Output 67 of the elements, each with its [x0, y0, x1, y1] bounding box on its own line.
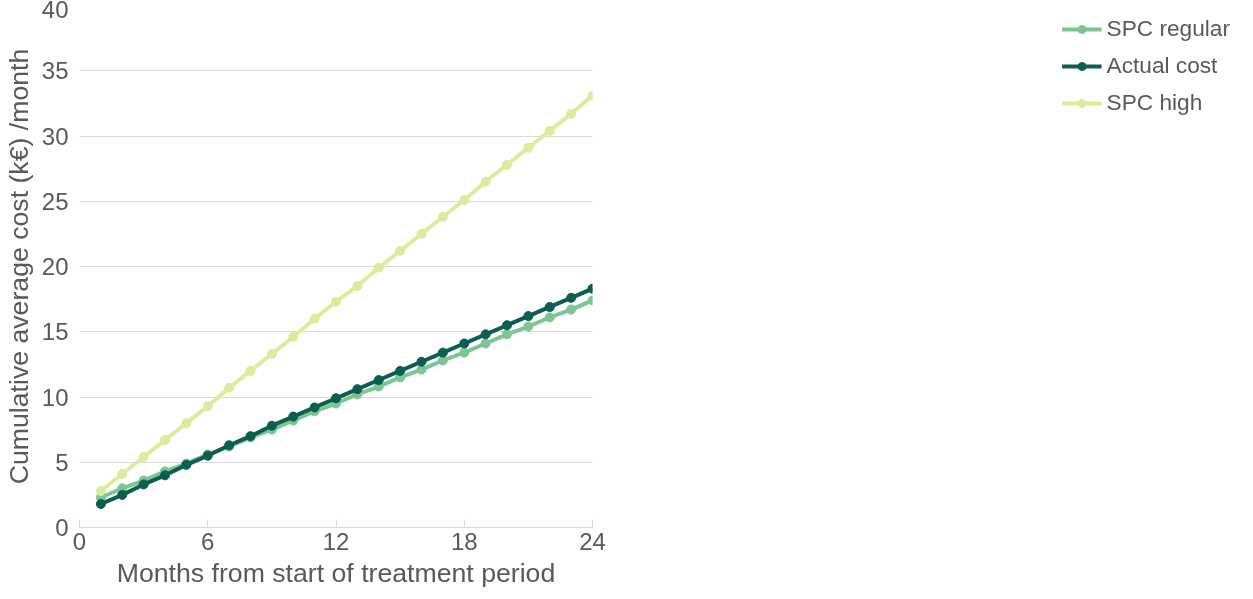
point: [95, 485, 106, 496]
y-tick-label: 5: [55, 448, 69, 476]
point: [160, 435, 170, 446]
point: [459, 347, 470, 358]
point: [352, 281, 363, 292]
point: [502, 329, 512, 340]
point: [138, 479, 149, 490]
point: [224, 382, 235, 393]
point: [523, 311, 534, 322]
point: [566, 108, 577, 119]
point: [502, 320, 512, 331]
point: [288, 331, 299, 342]
point: [117, 489, 128, 500]
point: [480, 329, 491, 340]
point: [245, 365, 256, 376]
point: [138, 452, 149, 463]
point: [480, 176, 491, 187]
y-tick-label: 35: [41, 57, 69, 85]
x-tick-label: 0: [72, 527, 87, 555]
point: [566, 304, 577, 315]
legend-label: Actual cost: [1106, 52, 1218, 79]
point: [566, 292, 577, 303]
point: [373, 262, 384, 273]
point: [523, 321, 534, 332]
point: [373, 375, 384, 386]
point: [480, 338, 491, 349]
point: [395, 365, 406, 376]
x-tick-label: 24: [579, 527, 606, 555]
y-tick-label: 40: [41, 0, 69, 23]
point: [181, 418, 192, 429]
point: [523, 142, 534, 153]
point: [160, 470, 170, 481]
point: [309, 313, 320, 324]
x-tick-label: 12: [322, 527, 350, 555]
point: [117, 469, 128, 479]
point: [437, 347, 448, 358]
point: [544, 125, 555, 136]
point: [331, 296, 341, 307]
point: [459, 338, 470, 349]
point: [266, 348, 277, 359]
point: [352, 384, 363, 395]
point: [288, 411, 299, 422]
point: [395, 245, 406, 256]
x-tick-label: 18: [450, 527, 478, 555]
point: [202, 401, 213, 412]
point: [309, 402, 320, 413]
legend-label: SPC regular: [1106, 15, 1230, 42]
y-tick-label: 25: [41, 187, 69, 215]
point: [266, 420, 277, 431]
point: [437, 211, 448, 222]
point: [459, 194, 470, 205]
point: [544, 312, 555, 323]
point: [437, 355, 448, 366]
y-tick-label: 30: [41, 122, 69, 150]
y-tick-label: 10: [41, 383, 69, 411]
y-axis-title: Cumulative average cost (k€) /month: [3, 48, 34, 485]
point: [331, 393, 341, 404]
y-tick-label: 20: [41, 253, 69, 280]
point: [544, 301, 555, 312]
y-tick-label: 15: [41, 318, 69, 346]
x-tick-label: 6: [201, 527, 215, 555]
point: [416, 228, 427, 239]
point: [416, 356, 427, 367]
point: [502, 159, 512, 170]
point: [95, 499, 106, 509]
x-axis-title: Months from start of treatment period: [116, 557, 556, 588]
legend-label: SPC high: [1106, 89, 1203, 116]
